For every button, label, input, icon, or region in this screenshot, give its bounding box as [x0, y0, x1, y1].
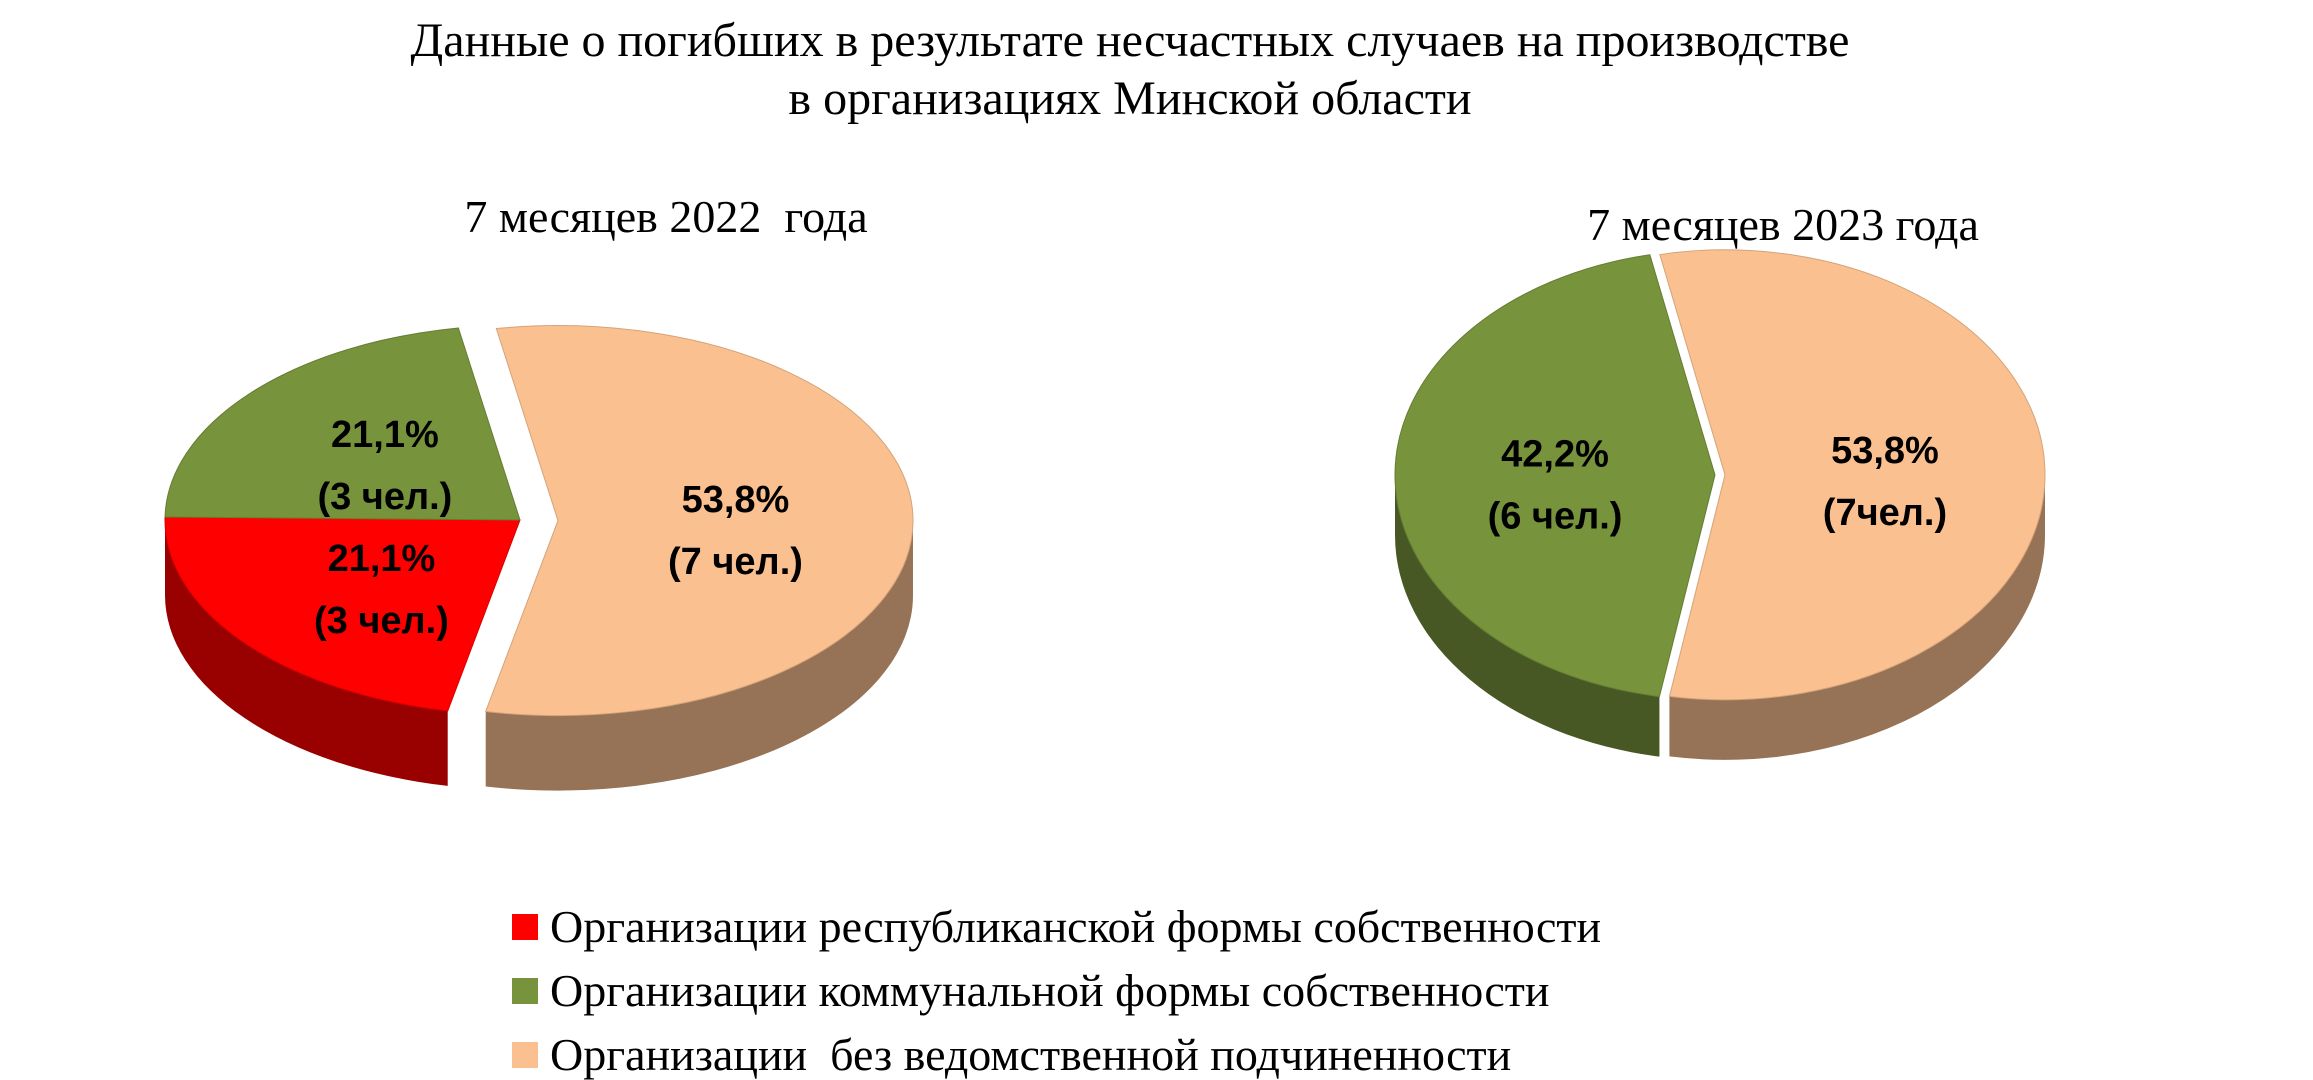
count-label: (3 чел.)	[317, 476, 452, 518]
pie-tops	[1394, 249, 2046, 701]
count-label: (7чел.)	[1823, 492, 1947, 534]
legend-label: Организации коммунальной формы собственн…	[550, 965, 1550, 1016]
pie-slice-side	[1669, 474, 2045, 760]
chart-subtitle: 7 месяцев 2023 года	[1587, 199, 1979, 250]
chart-title: в организациях Минской области	[788, 72, 1471, 125]
count-label: (3 чел.)	[314, 600, 449, 642]
chart-title: Данные о погибших в результате несчастны…	[411, 14, 1850, 67]
legend-label: Организации без ведомственной подчиненно…	[550, 1029, 1511, 1080]
value-label: 53,8%	[682, 479, 790, 521]
legend-swatch	[512, 1042, 538, 1068]
pie-slice-side	[485, 520, 913, 791]
count-label: (6 чел.)	[1488, 496, 1623, 538]
value-label: 42,2%	[1501, 434, 1609, 476]
count-label: (7 чел.)	[668, 541, 803, 583]
value-label: 21,1%	[328, 538, 436, 580]
pie-slice	[1659, 249, 2046, 701]
legend-label: Организации республиканской формы собств…	[550, 901, 1601, 952]
value-label: 53,8%	[1831, 430, 1939, 472]
pie-sides	[1395, 474, 2045, 760]
pie-slice-side	[165, 520, 448, 786]
pie-slice	[164, 327, 521, 521]
pie-slice	[485, 325, 914, 717]
chart-subtitle: 7 месяцев 2022 года	[464, 191, 867, 242]
legend-swatch	[512, 978, 538, 1004]
pie-slice	[164, 516, 521, 712]
pie-slice-side	[1395, 475, 1660, 757]
pie-tops	[164, 325, 914, 717]
legend-swatch	[512, 914, 538, 940]
pie-slice	[1394, 254, 1716, 698]
pie-sides	[165, 520, 913, 791]
value-label: 21,1%	[331, 414, 439, 456]
